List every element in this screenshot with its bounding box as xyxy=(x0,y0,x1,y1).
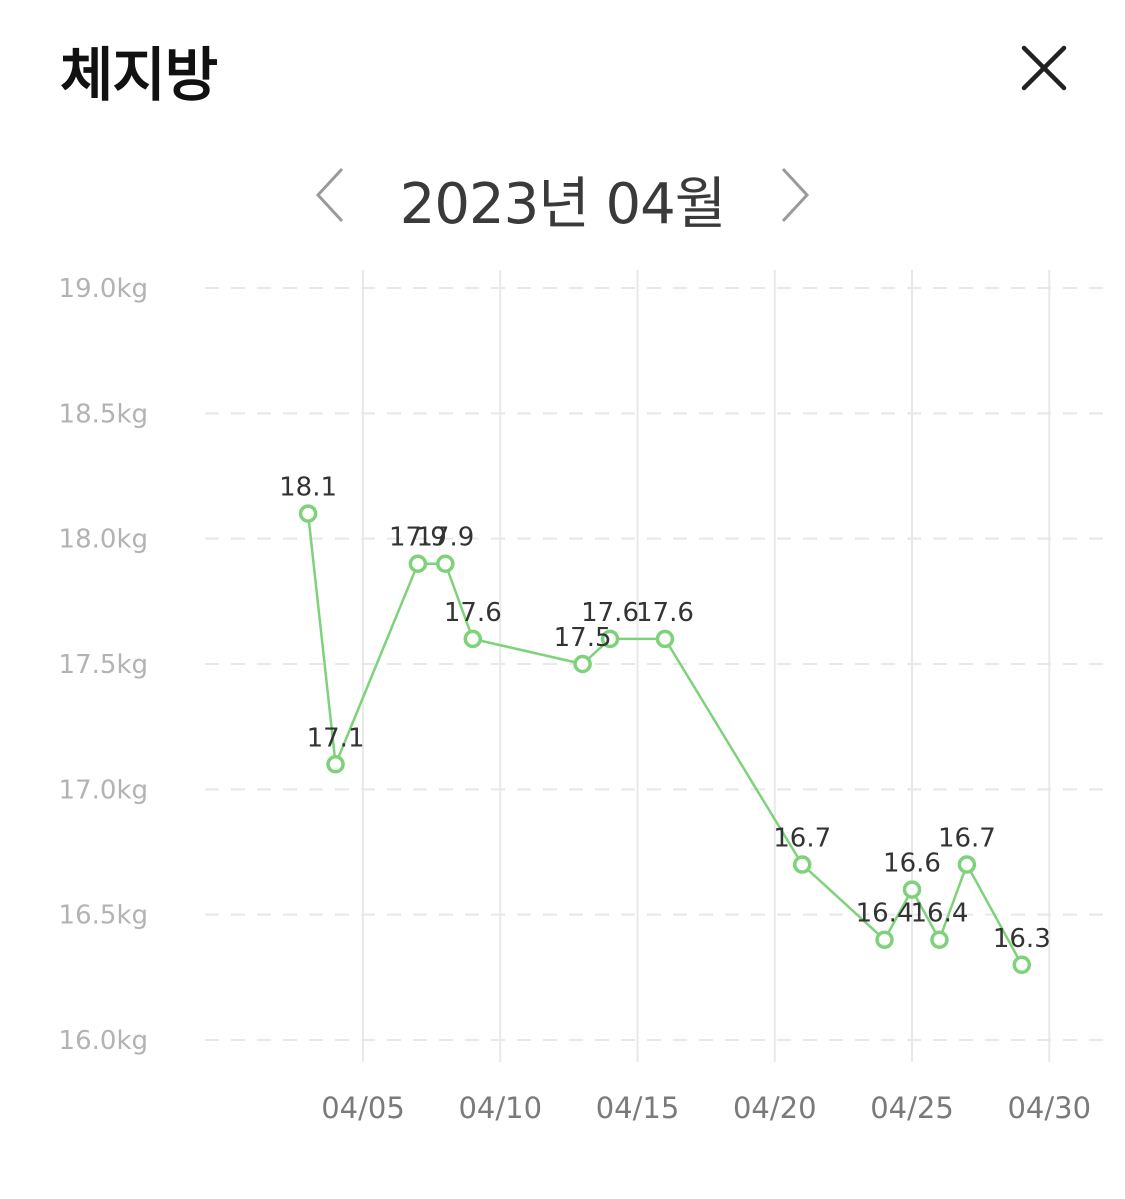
y-tick-label: 18.5kg xyxy=(59,399,148,429)
y-tick-label: 16.0kg xyxy=(59,1026,148,1056)
data-label: 17.6 xyxy=(636,598,694,628)
y-tick-label: 17.5kg xyxy=(59,650,148,680)
data-point xyxy=(436,554,455,573)
data-point xyxy=(875,930,894,949)
y-tick-label: 17.0kg xyxy=(59,775,148,805)
data-label: 16.7 xyxy=(938,824,996,854)
data-point xyxy=(326,755,345,774)
data-label: 17.1 xyxy=(307,723,365,753)
x-tick-label: 04/05 xyxy=(321,1091,405,1125)
data-point xyxy=(408,554,428,573)
data-label: 16.7 xyxy=(773,824,831,854)
data-label: 17.6 xyxy=(581,598,639,628)
data-point xyxy=(792,855,812,874)
x-tick-label: 04/30 xyxy=(1007,1091,1091,1125)
data-label: 16.4 xyxy=(856,899,914,929)
data-point xyxy=(957,855,977,874)
data-label: 17.9 xyxy=(416,523,474,553)
y-tick-label: 19.0kg xyxy=(59,274,148,304)
data-point xyxy=(655,629,675,649)
data-point xyxy=(1012,955,1032,975)
data-point xyxy=(930,930,949,949)
page-title: 체지방 xyxy=(60,41,218,109)
x-tick-label: 04/25 xyxy=(870,1091,954,1125)
data-label: 17.5 xyxy=(554,623,612,653)
data-point xyxy=(573,654,592,674)
data-point xyxy=(298,504,318,523)
x-tick-label: 04/15 xyxy=(596,1091,680,1125)
data-label: 17.9 xyxy=(389,523,447,553)
month-label: 2023년 04월 xyxy=(399,172,727,237)
y-tick-label: 18.0kg xyxy=(59,525,148,555)
data-label: 16.3 xyxy=(993,924,1051,954)
data-label: 17.6 xyxy=(444,598,502,628)
data-point xyxy=(600,629,620,649)
data-point xyxy=(463,629,483,649)
data-label: 16.4 xyxy=(911,899,969,929)
data-label: 18.1 xyxy=(279,473,337,503)
close-icon xyxy=(1021,45,1067,91)
close-button[interactable] xyxy=(1016,40,1072,96)
month-navigator: 2023년 04월 xyxy=(0,155,1125,237)
chevron-left-icon xyxy=(315,167,344,223)
prev-month-button[interactable] xyxy=(310,165,350,225)
x-tick-label: 04/20 xyxy=(733,1091,817,1125)
chevron-right-icon xyxy=(781,167,810,223)
next-month-button[interactable] xyxy=(775,165,815,225)
data-label: 16.6 xyxy=(883,849,941,879)
x-tick-label: 04/10 xyxy=(458,1091,542,1125)
data-point xyxy=(902,880,922,899)
y-tick-label: 16.5kg xyxy=(59,901,148,931)
